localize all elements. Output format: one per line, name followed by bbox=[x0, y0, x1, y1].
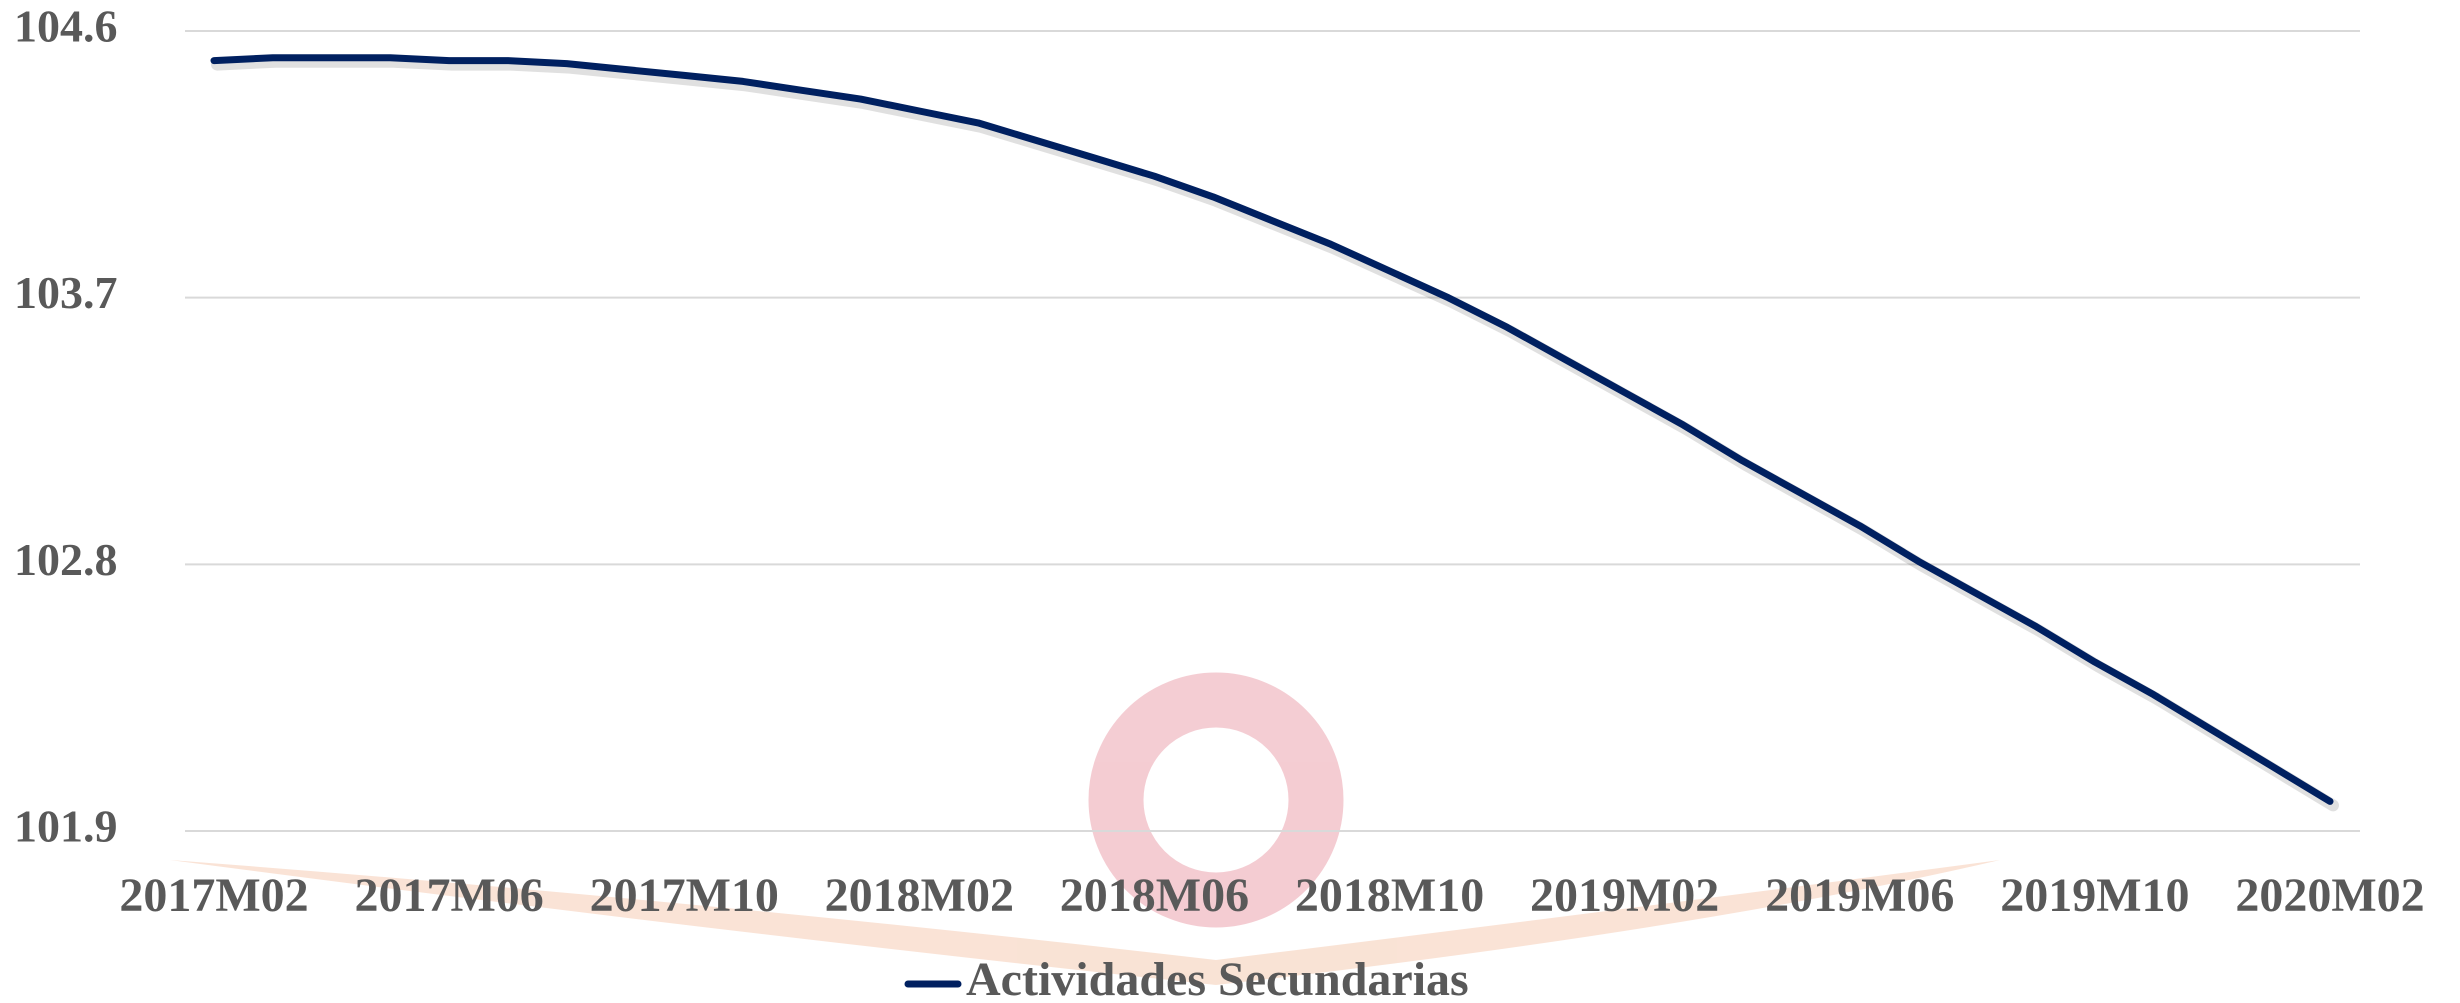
x-tick-label: 2017M02 bbox=[119, 869, 308, 922]
watermark bbox=[170, 672, 2000, 985]
x-tick-label: 2019M02 bbox=[1530, 869, 1719, 922]
x-tick-label: 2018M06 bbox=[1060, 869, 1249, 922]
y-tick-label: 101.9 bbox=[14, 801, 118, 852]
y-tick-label: 104.6 bbox=[14, 1, 118, 52]
x-tick-label: 2019M06 bbox=[1765, 869, 1954, 922]
y-tick-label: 103.7 bbox=[14, 267, 118, 318]
x-tick-label: 2020M02 bbox=[2235, 869, 2424, 922]
x-tick-label: 2018M02 bbox=[825, 869, 1014, 922]
line bbox=[210, 54, 2334, 805]
x-tick-label: 2019M10 bbox=[2000, 869, 2189, 922]
x-tick-label: 2018M10 bbox=[1295, 869, 1484, 922]
x-tick-label: 2017M06 bbox=[354, 869, 543, 922]
legend-label: Actividades Secundarias bbox=[966, 953, 1469, 1003]
x-tick-label: 2017M10 bbox=[590, 869, 779, 922]
y-tick-label: 102.8 bbox=[14, 534, 118, 585]
